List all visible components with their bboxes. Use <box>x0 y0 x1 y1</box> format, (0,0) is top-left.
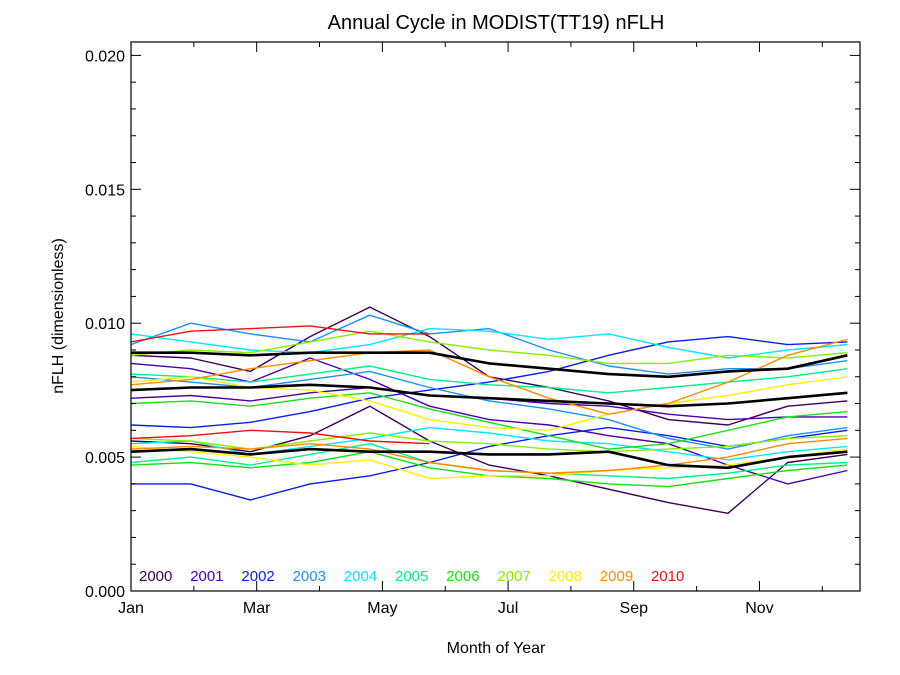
series-line-2010-0 <box>130 325 430 343</box>
legend-entry-2003: 2003 <box>293 568 326 585</box>
series-line-2009-0 <box>130 338 848 415</box>
series-line-2008-1 <box>130 445 848 480</box>
y-tick-label: 0.010 <box>85 316 125 333</box>
legend-entry-2008: 2008 <box>549 568 582 585</box>
legend-entry-2002: 2002 <box>241 568 274 585</box>
series-line-2002-1 <box>130 335 848 429</box>
y-tick-label: 0.015 <box>85 182 125 199</box>
x-tick-label: Sep <box>620 600 649 617</box>
y-axis-label: nFLH (dimensionless) <box>50 238 67 394</box>
x-tick-label: Jan <box>118 600 144 617</box>
series-line-2000-0 <box>130 405 848 514</box>
plot-frame <box>130 41 861 592</box>
x-tick-label: Mar <box>243 600 271 617</box>
legend-entry-2009: 2009 <box>600 568 633 585</box>
legend-entry-2000: 2000 <box>139 568 172 585</box>
x-tick-label: Nov <box>745 600 773 617</box>
axes: 0.000 0.005 0.010 0.015 0.020 Jan Mar May Jul Sep… <box>85 41 861 617</box>
legend-entry-2001: 2001 <box>190 568 223 585</box>
legend-entry-2007: 2007 <box>497 568 530 585</box>
mean-line-0 <box>131 351 848 379</box>
series-line-2006-0 <box>130 392 848 450</box>
legend-entry-2004: 2004 <box>344 568 377 585</box>
x-tick-label: May <box>367 600 397 617</box>
series-line-2007-0 <box>130 330 848 365</box>
series-line-2000-1 <box>130 306 848 426</box>
x-tick-label: Jul <box>498 600 518 617</box>
series-line-2003-0 <box>130 314 848 375</box>
chart-title: Annual Cycle in MODIST(TT19) nFLH <box>328 12 665 34</box>
y-tick-label: 0.000 <box>85 584 125 601</box>
legend: 2000 2001 2002 2003 2004 2005 2006 2007 2008 2009… <box>139 568 684 585</box>
series-line-2010-1 <box>130 429 430 445</box>
mean-line-2 <box>130 447 848 470</box>
series-line-2004-0 <box>130 327 848 359</box>
legend-entry-2010: 2010 <box>651 568 684 585</box>
y-tick-label: 0.020 <box>85 48 125 65</box>
series-lines <box>130 306 848 514</box>
series-line-2009-1 <box>130 437 848 474</box>
x-axis-label: Month of Year <box>447 640 546 657</box>
legend-entry-2006: 2006 <box>446 568 479 585</box>
legend-entry-2005: 2005 <box>395 568 428 585</box>
y-tick-label: 0.005 <box>85 450 125 467</box>
mean-line-1 <box>130 383 848 408</box>
series-line-2003-1 <box>130 370 848 450</box>
